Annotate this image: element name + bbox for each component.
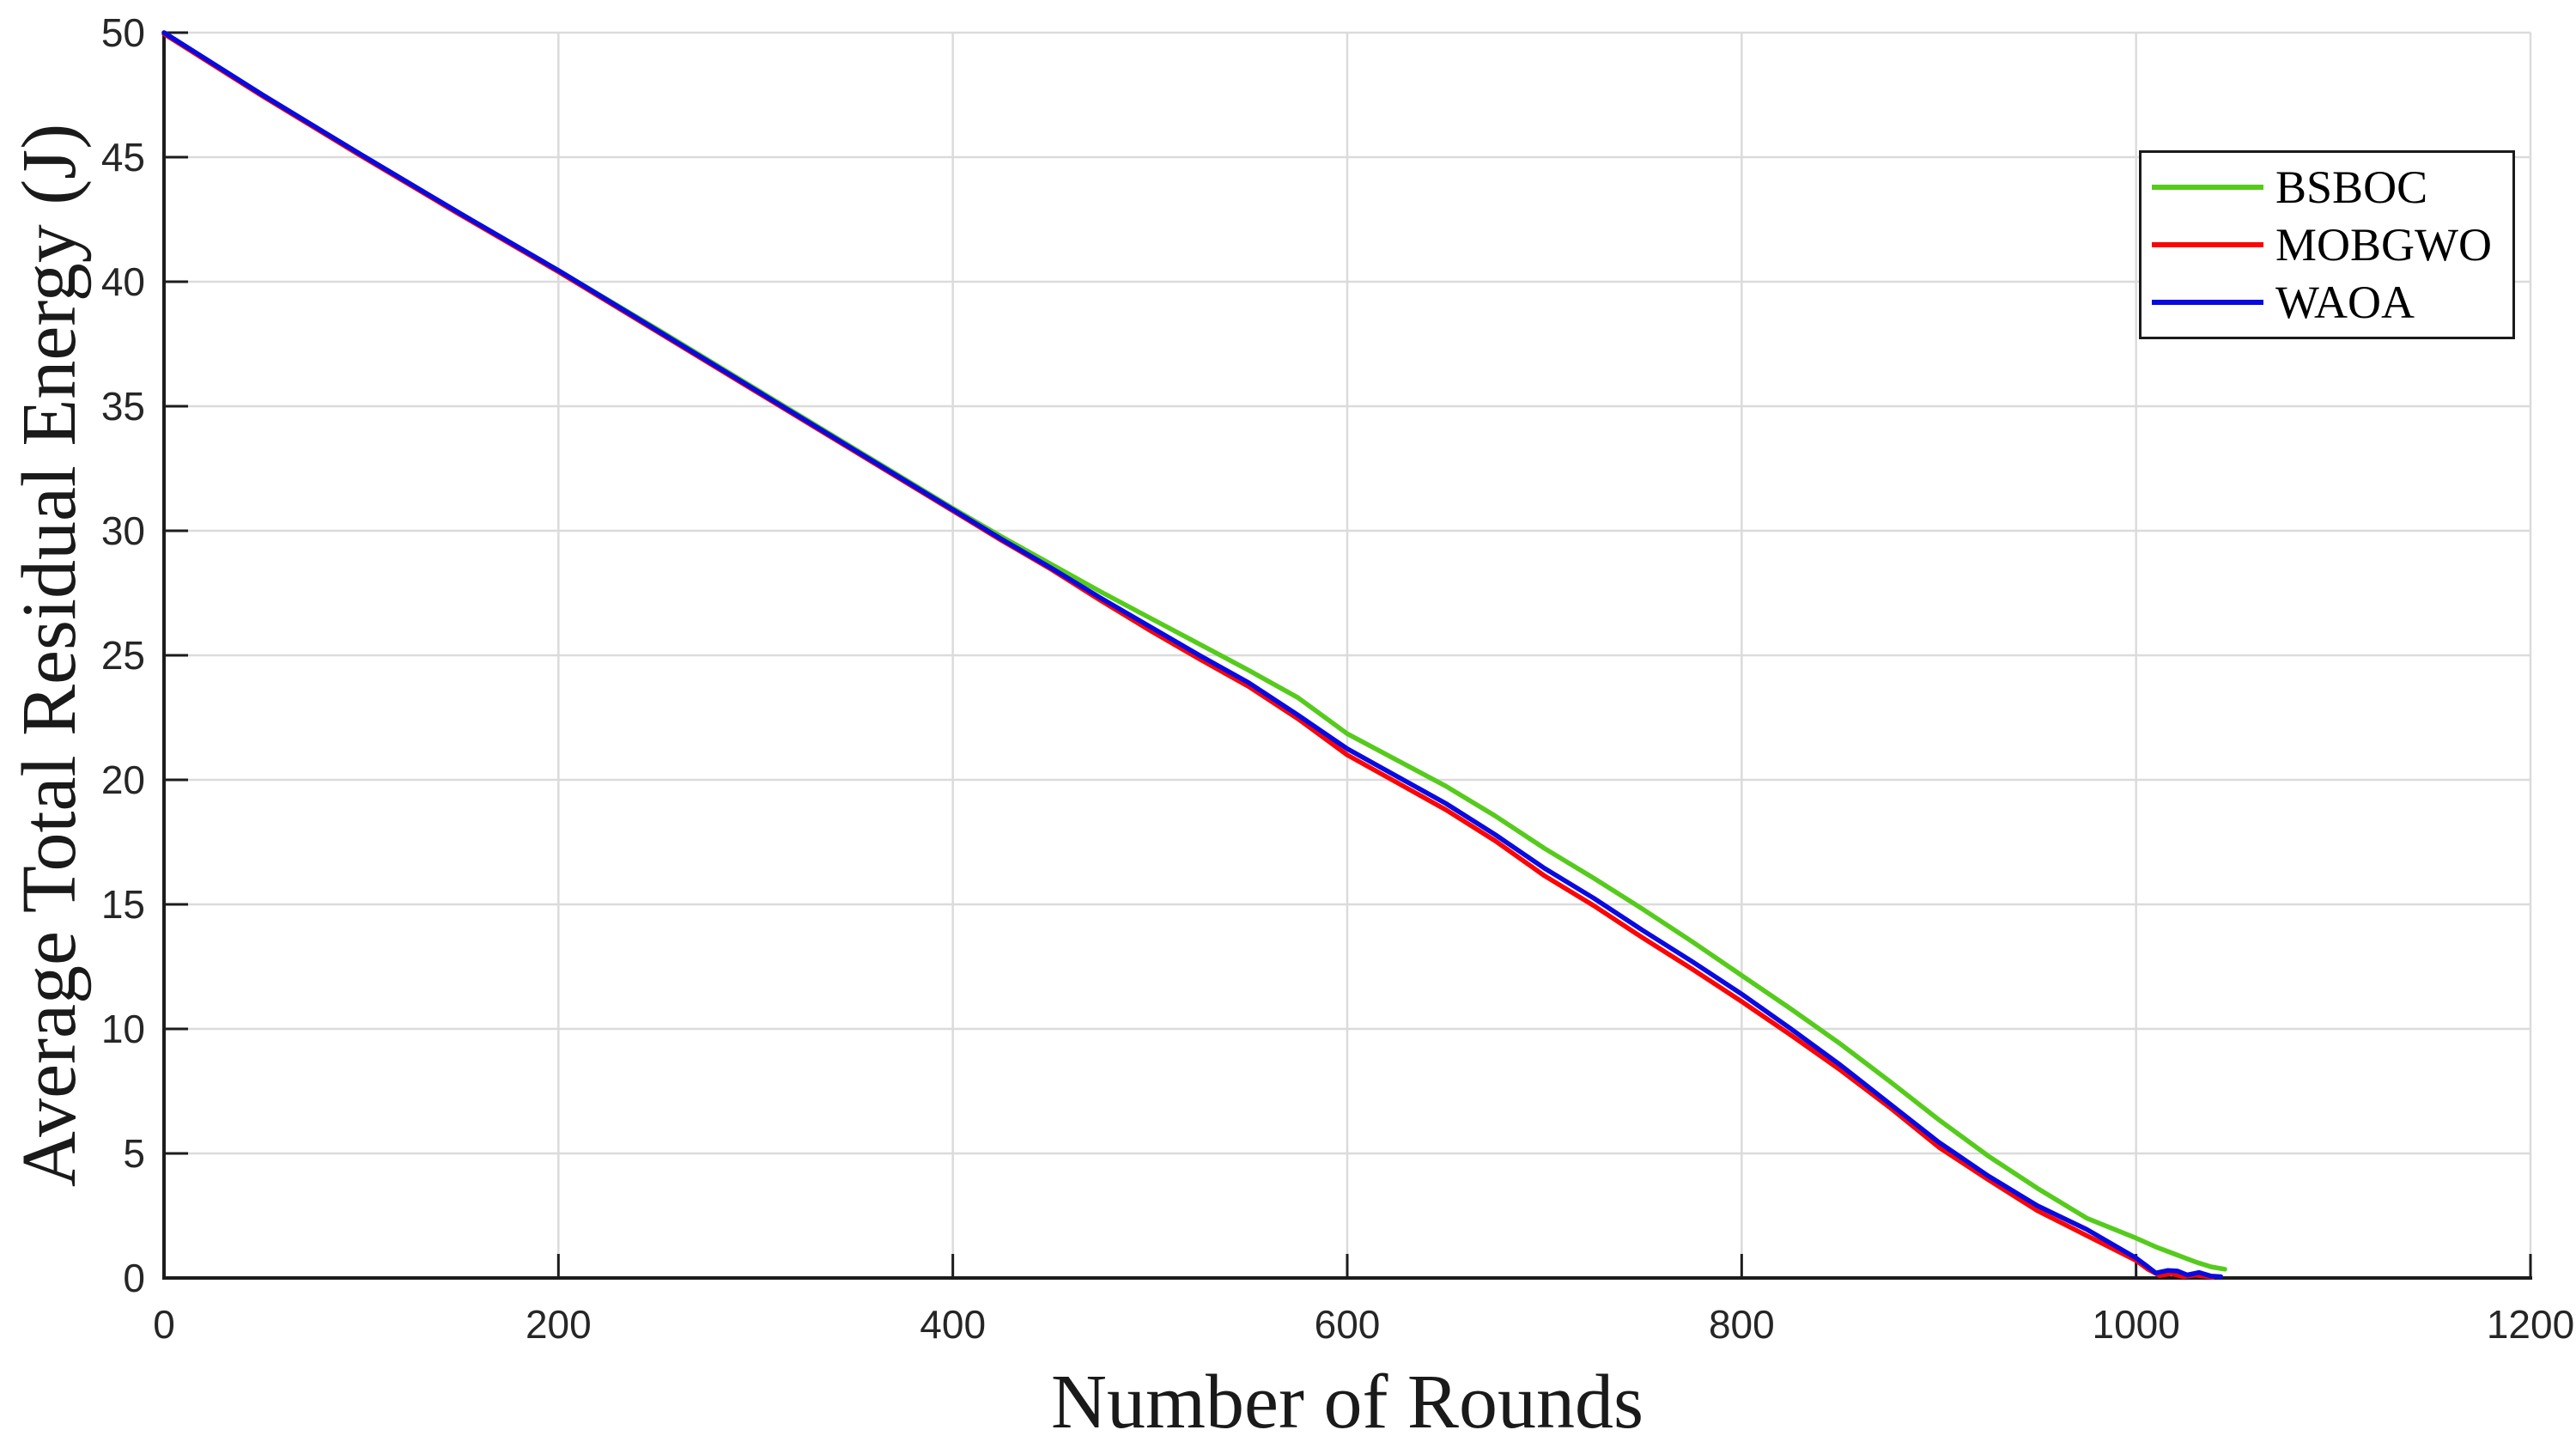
x-axis-label: Number of Rounds bbox=[1051, 1360, 1643, 1436]
legend: BSBOC MOBGWO WAOA bbox=[2139, 150, 2515, 339]
x-tick-label: 1000 bbox=[2092, 1302, 2179, 1347]
y-tick-label: 35 bbox=[101, 384, 145, 429]
y-tick-label: 25 bbox=[101, 633, 145, 678]
legend-item-mobgwo: MOBGWO bbox=[2152, 222, 2512, 268]
legend-item-bsboc: BSBOC bbox=[2152, 164, 2512, 210]
y-tick-label: 45 bbox=[101, 135, 145, 180]
x-tick-label: 400 bbox=[920, 1302, 986, 1347]
x-tick-label: 1200 bbox=[2487, 1302, 2574, 1347]
x-tick-label: 0 bbox=[153, 1302, 175, 1347]
x-tick-label: 600 bbox=[1315, 1302, 1381, 1347]
y-tick-label: 0 bbox=[123, 1256, 145, 1300]
legend-label-waoa: WAOA bbox=[2275, 277, 2415, 329]
y-axis-label: Average Total Residual Energy (J) bbox=[7, 123, 92, 1188]
y-tick-label: 40 bbox=[101, 259, 145, 304]
y-tick-label: 15 bbox=[101, 882, 145, 927]
legend-label-mobgwo: MOBGWO bbox=[2275, 218, 2492, 271]
legend-item-waoa: WAOA bbox=[2152, 279, 2512, 326]
legend-line-sample-waoa bbox=[2152, 300, 2263, 306]
x-tick-label: 800 bbox=[1709, 1302, 1775, 1347]
y-tick-label: 20 bbox=[101, 758, 145, 802]
legend-label-bsboc: BSBOC bbox=[2275, 161, 2428, 213]
series-line-waoa bbox=[161, 30, 2224, 1280]
legend-line-sample-bsboc bbox=[2152, 184, 2263, 190]
y-tick-label: 10 bbox=[101, 1007, 145, 1051]
y-tick-label: 50 bbox=[101, 10, 145, 55]
y-tick-label: 5 bbox=[123, 1131, 145, 1176]
legend-line-sample-mobgwo bbox=[2152, 241, 2263, 247]
x-tick-label: 200 bbox=[526, 1302, 592, 1347]
y-tick-label: 30 bbox=[101, 508, 145, 553]
